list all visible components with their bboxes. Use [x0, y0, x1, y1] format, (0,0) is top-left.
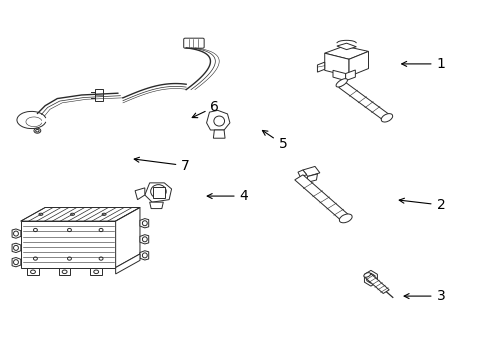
FancyBboxPatch shape [183, 38, 203, 48]
Text: 1: 1 [401, 57, 445, 71]
Ellipse shape [99, 228, 103, 231]
Polygon shape [149, 202, 163, 208]
Ellipse shape [14, 231, 19, 236]
Ellipse shape [36, 130, 39, 132]
Ellipse shape [102, 213, 106, 215]
Polygon shape [213, 130, 224, 138]
Ellipse shape [14, 246, 19, 250]
Polygon shape [336, 43, 356, 50]
Ellipse shape [94, 270, 99, 274]
Ellipse shape [67, 228, 71, 231]
Ellipse shape [335, 78, 347, 87]
Polygon shape [59, 267, 70, 275]
Ellipse shape [30, 270, 35, 274]
Ellipse shape [142, 253, 147, 258]
Polygon shape [345, 70, 355, 81]
Polygon shape [306, 174, 317, 183]
Polygon shape [348, 51, 368, 76]
Ellipse shape [150, 185, 166, 198]
Polygon shape [324, 53, 348, 76]
Ellipse shape [34, 128, 41, 133]
Ellipse shape [33, 257, 37, 260]
Polygon shape [116, 254, 140, 274]
Polygon shape [332, 70, 345, 81]
Text: 6: 6 [192, 100, 219, 118]
Ellipse shape [70, 213, 74, 215]
Polygon shape [365, 274, 388, 293]
Polygon shape [294, 175, 349, 221]
Ellipse shape [142, 221, 147, 226]
Bar [95, 89, 103, 102]
Polygon shape [21, 207, 140, 221]
Ellipse shape [381, 114, 392, 122]
Text: 7: 7 [134, 157, 190, 173]
Polygon shape [324, 46, 368, 59]
Ellipse shape [39, 213, 43, 215]
Polygon shape [302, 166, 319, 176]
Text: 5: 5 [262, 130, 286, 151]
Polygon shape [297, 170, 306, 177]
Polygon shape [12, 257, 21, 267]
Text: 3: 3 [403, 289, 445, 303]
Polygon shape [140, 251, 148, 260]
Polygon shape [116, 207, 140, 267]
Ellipse shape [363, 273, 370, 277]
Polygon shape [140, 235, 148, 244]
Text: 2: 2 [398, 198, 445, 212]
Polygon shape [338, 82, 389, 120]
Text: 4: 4 [207, 189, 248, 203]
Polygon shape [364, 270, 377, 286]
Ellipse shape [67, 257, 71, 260]
Polygon shape [12, 229, 21, 238]
Ellipse shape [339, 214, 351, 223]
Polygon shape [144, 183, 171, 202]
Ellipse shape [14, 260, 19, 265]
Polygon shape [206, 111, 229, 130]
Polygon shape [12, 243, 21, 252]
Ellipse shape [213, 116, 224, 126]
Ellipse shape [142, 237, 147, 242]
Polygon shape [317, 62, 324, 72]
Ellipse shape [33, 228, 37, 231]
Ellipse shape [99, 257, 103, 260]
Polygon shape [90, 267, 102, 275]
Polygon shape [140, 219, 148, 228]
Bar [152, 187, 164, 198]
Polygon shape [366, 273, 374, 283]
Ellipse shape [62, 270, 67, 274]
Polygon shape [27, 267, 39, 275]
Polygon shape [135, 188, 144, 200]
Polygon shape [21, 221, 116, 267]
